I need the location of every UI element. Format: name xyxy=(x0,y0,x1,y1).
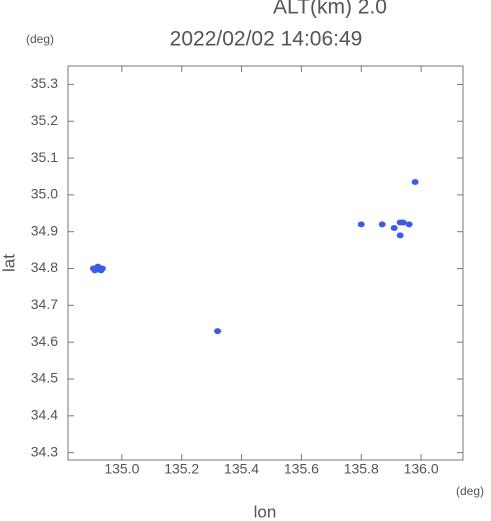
subtitle: ALT(km) 2.0 xyxy=(273,0,387,19)
point xyxy=(91,267,99,274)
y-tick-label: 34.6 xyxy=(31,333,58,349)
point xyxy=(357,221,365,228)
y-tick-label: 35.2 xyxy=(31,112,58,128)
y-tick-label: 34.9 xyxy=(31,222,58,238)
x-label: lon xyxy=(254,502,277,521)
y-tick-label: 35.0 xyxy=(31,186,58,202)
y-label: lat xyxy=(0,254,18,272)
plot-frame xyxy=(67,65,464,461)
x-tick-label: 135.8 xyxy=(344,461,379,477)
x-tick-label: 135.6 xyxy=(284,461,319,477)
x-tick-label: 135.2 xyxy=(164,461,199,477)
y-tick-label: 34.3 xyxy=(31,443,58,459)
y-unit: (deg) xyxy=(26,32,54,46)
point xyxy=(390,225,398,232)
point xyxy=(378,221,386,228)
y-tick-label: 34.7 xyxy=(31,296,58,312)
y-tick-label: 34.5 xyxy=(31,370,58,386)
x-tick-label: 136.0 xyxy=(404,461,439,477)
point xyxy=(405,221,413,228)
y-tick-label: 34.4 xyxy=(31,407,58,423)
y-tick-label: 35.1 xyxy=(31,149,58,165)
y-tick-label: 34.8 xyxy=(31,259,58,275)
point xyxy=(411,178,419,185)
point xyxy=(97,267,105,274)
x-tick-label: 135.0 xyxy=(104,461,139,477)
point xyxy=(396,232,404,239)
x-unit: (deg) xyxy=(456,484,484,498)
x-tick-label: 135.4 xyxy=(224,461,259,477)
y-tick-label: 35.3 xyxy=(31,75,58,91)
point xyxy=(396,219,404,226)
point xyxy=(214,328,222,335)
title: 2022/02/02 14:06:49 xyxy=(170,28,363,51)
